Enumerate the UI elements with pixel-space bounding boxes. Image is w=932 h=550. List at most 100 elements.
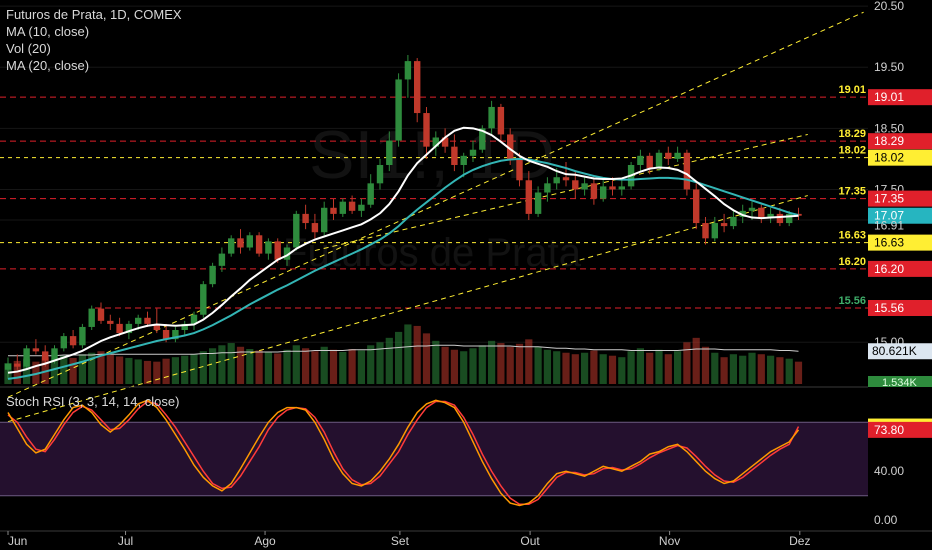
- volume-bar: [329, 349, 338, 384]
- volume-bar: [562, 352, 570, 384]
- volume-bar: [460, 351, 468, 384]
- volume-bar: [32, 361, 40, 384]
- trendline: [7, 195, 808, 423]
- volume-bar: [311, 351, 319, 384]
- stoch-tag: 73.80: [874, 423, 904, 437]
- volume-bar: [78, 354, 86, 384]
- candle-body: [395, 79, 402, 141]
- volume-bar: [534, 346, 542, 384]
- candle-body: [618, 186, 625, 190]
- time-tick-label: Dez: [789, 534, 810, 548]
- level-label: 15.56: [838, 295, 866, 307]
- volume-bar: [125, 357, 133, 384]
- candles: [4, 55, 802, 379]
- candle-body: [553, 177, 560, 184]
- volume-bar: [720, 357, 728, 384]
- volume-bar: [143, 360, 152, 384]
- price-tag-bg: [868, 260, 932, 277]
- legend-vol[interactable]: Vol (20): [6, 41, 51, 56]
- volume-bar: [23, 358, 31, 384]
- candle-body: [432, 137, 439, 147]
- volume-bar: [404, 324, 412, 384]
- candle-body: [479, 128, 486, 150]
- candle-body: [69, 336, 77, 346]
- volume-min-bg: [868, 376, 932, 387]
- volume-bar: [776, 357, 784, 384]
- stoch-legend[interactable]: Stoch RSI (3, 3, 14, 14, close): [6, 393, 179, 410]
- candle-body: [488, 106, 495, 129]
- volume-tag-bg: [868, 343, 932, 360]
- volume-last-label: 80.621K: [872, 344, 917, 358]
- volume-bar: [422, 333, 431, 384]
- volume-bar: [395, 331, 403, 384]
- candle-body: [460, 155, 467, 165]
- candle-body: [190, 314, 198, 324]
- candle-body: [414, 61, 421, 114]
- time-tick-label: Set: [391, 534, 410, 548]
- time-axis[interactable]: Jun Jul Ago Set Out Nov Dez: [0, 530, 932, 548]
- candle-body: [358, 204, 365, 211]
- volume-bar: [385, 337, 393, 384]
- candle-body: [153, 323, 160, 330]
- candle-body: [283, 247, 291, 260]
- candle-body: [497, 106, 505, 135]
- candle-body: [711, 223, 718, 239]
- stoch-tag-bg: [868, 421, 932, 438]
- candle-body: [544, 183, 551, 193]
- candle-body: [786, 213, 793, 224]
- candle-body: [135, 317, 142, 324]
- volume-bar: [729, 354, 737, 384]
- volume-bar: [767, 355, 775, 384]
- candle-body: [739, 210, 746, 217]
- price-tag: 18.02: [874, 151, 904, 165]
- time-tick-label: Jun: [8, 534, 27, 548]
- volume-bar: [106, 354, 114, 384]
- volume-bar: [357, 350, 365, 384]
- level-label: 16.20: [838, 256, 866, 268]
- volume-bar: [413, 325, 421, 384]
- volume-bar: [441, 346, 449, 384]
- candle-body: [655, 152, 663, 169]
- candle-body: [246, 235, 253, 248]
- candle-body: [116, 323, 123, 334]
- price-tick-label: 19.50: [874, 60, 904, 74]
- price-tag: 16.91: [874, 219, 904, 233]
- candle-body: [330, 207, 337, 214]
- price-axis[interactable]: 20.5019.5018.5017.5017.0015.0019.0118.29…: [868, 0, 932, 550]
- candle-body: [516, 158, 523, 181]
- candle-body: [274, 241, 281, 260]
- volume-bar: [274, 353, 282, 384]
- candle-body: [646, 155, 653, 169]
- volume-bar: [525, 339, 533, 384]
- price-tag-bg: [868, 89, 932, 106]
- candle-body: [237, 238, 244, 248]
- stoch-tick-label: 0.00: [874, 513, 898, 527]
- candle-body: [609, 186, 616, 190]
- price-tick-label: 20.50: [874, 0, 904, 13]
- volume-bar: [692, 337, 700, 384]
- candle-body: [702, 223, 709, 239]
- candle-body: [730, 216, 737, 227]
- candle-body: [209, 265, 216, 285]
- candle-body: [144, 317, 151, 324]
- watermark-symbol: SI1!, 1D: [309, 117, 555, 193]
- price-tag: 16.63: [874, 236, 904, 250]
- legend-ma20[interactable]: MA (20, close): [6, 58, 90, 73]
- legend-ma10[interactable]: MA (10, close): [6, 24, 90, 39]
- volume-bar: [599, 354, 607, 384]
- chart-title[interactable]: Futuros de Prata, 1D, COMEX: [6, 7, 182, 22]
- stoch-title[interactable]: Stoch RSI (3, 3, 14, 14, close): [6, 394, 180, 409]
- volume-bar: [608, 355, 617, 384]
- trendlines[interactable]: [7, 11, 864, 423]
- price-tag-bg: [868, 190, 932, 207]
- candle-body: [14, 363, 21, 367]
- candle-body: [218, 253, 226, 266]
- volume-bar: [283, 349, 291, 384]
- time-tick-label: Nov: [659, 534, 680, 548]
- volume-min-label: 1.534K: [882, 377, 918, 389]
- volume-bar: [701, 346, 710, 384]
- candle-body: [255, 235, 263, 254]
- volume-bar: [339, 351, 347, 384]
- stoch-tick-label: 40.00: [874, 464, 904, 478]
